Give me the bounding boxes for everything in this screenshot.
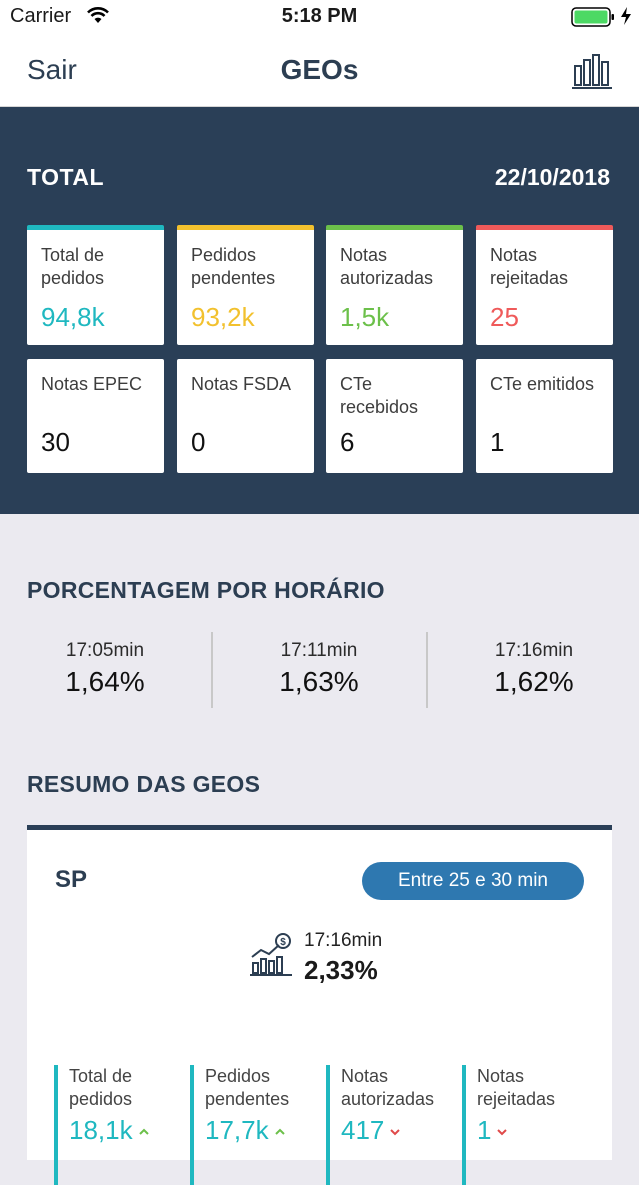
card-label: Total de pedidos — [41, 245, 105, 288]
navigation-bar: Sair GEOs — [0, 34, 639, 107]
card-label: Notas FSDA — [191, 374, 292, 394]
card-total-pedidos[interactable]: Total de pedidos 94,8k — [27, 225, 164, 345]
card-pedidos-pendentes[interactable]: Pedidos pendentes 93,2k — [177, 225, 314, 345]
pct-item: 17:05min 1,64% — [5, 640, 205, 698]
card-value: 94,8k — [41, 302, 105, 332]
card-value: 6 — [340, 427, 355, 457]
carrier-label: Carrier — [10, 5, 72, 27]
pct-time: 17:16min — [494, 640, 574, 661]
battery-icon — [571, 7, 614, 27]
pct-divider — [211, 632, 213, 708]
pct-item: 17:16min 1,62% — [434, 640, 634, 698]
logout-button[interactable]: Sair — [27, 54, 77, 85]
geo-metric-pedidos-pendentes: Pedidos pendentes 17,7k — [190, 1065, 315, 1185]
card-value: 30 — [41, 427, 70, 457]
card-label: Notas EPEC — [41, 374, 143, 394]
metric-value: 18,1k — [69, 1115, 133, 1145]
card-label: Notas autorizadas — [340, 245, 434, 288]
charging-icon — [621, 7, 631, 25]
geo-name: SP — [55, 866, 88, 893]
pct-time: 17:05min — [65, 640, 145, 661]
geo-metric-total-pedidos: Total de pedidos 18,1k — [54, 1065, 179, 1185]
trend-down-icon — [390, 1129, 401, 1136]
geo-metric-notas-rejeitadas: Notas rejeitadas 1 — [462, 1065, 587, 1185]
bar-chart-icon[interactable] — [571, 52, 613, 90]
geo-metric-notas-autorizadas: Notas autorizadas 417 — [326, 1065, 451, 1185]
card-value: 1 — [490, 427, 505, 457]
summary-title: TOTAL — [27, 164, 105, 190]
geo-card-sp[interactable]: SP Entre 25 e 30 min $ 17:16min 2,33% To… — [27, 825, 612, 1185]
pct-value: 1,63% — [279, 666, 359, 697]
geo-time: 17:16min — [304, 930, 383, 951]
svg-text:$: $ — [280, 937, 286, 948]
card-notas-rejeitadas[interactable]: Notas rejeitadas 25 — [476, 225, 613, 345]
card-label: Pedidos pendentes — [191, 245, 276, 288]
card-cte-recebidos[interactable]: CTe recebidos 6 — [326, 359, 463, 473]
card-value: 25 — [490, 302, 519, 332]
card-value: 0 — [191, 427, 206, 457]
card-notas-fsda[interactable]: Notas FSDA 0 — [177, 359, 314, 473]
card-value: 93,2k — [191, 302, 255, 332]
status-time: 5:18 PM — [281, 5, 358, 27]
card-label: CTe emitidos — [490, 374, 595, 394]
pct-value: 1,64% — [65, 666, 145, 697]
geo-percentage: 2,33% — [304, 955, 378, 985]
trend-down-icon — [497, 1129, 508, 1136]
pct-divider — [426, 632, 428, 708]
metric-label: Notas rejeitadas — [477, 1066, 556, 1109]
trend-up-icon — [138, 1128, 149, 1135]
card-notas-epec[interactable]: Notas EPEC 30 — [27, 359, 164, 473]
card-label: Notas rejeitadas — [490, 245, 569, 288]
card-value: 1,5k — [340, 302, 390, 332]
card-notas-autorizadas[interactable]: Notas autorizadas 1,5k — [326, 225, 463, 345]
metric-label: Total de pedidos — [69, 1066, 133, 1109]
pct-item: 17:11min 1,63% — [219, 640, 419, 698]
metric-value: 17,7k — [205, 1115, 269, 1145]
resumo-title: RESUMO DAS GEOS — [27, 771, 261, 797]
porcentagem-title: PORCENTAGEM POR HORÁRIO — [27, 577, 385, 603]
metric-value: 417 — [341, 1115, 385, 1145]
status-bar: Carrier 5:18 PM — [0, 0, 639, 34]
trend-up-icon — [274, 1128, 285, 1135]
card-label: CTe recebidos — [340, 374, 419, 417]
metric-value: 1 — [477, 1115, 492, 1145]
pct-time: 17:11min — [280, 640, 358, 661]
summary-date: 22/10/2018 — [494, 164, 610, 190]
card-cte-emitidos[interactable]: CTe emitidos 1 — [476, 359, 613, 473]
page-title: GEOs — [280, 54, 359, 85]
geo-time-badge: Entre 25 e 30 min — [362, 862, 584, 900]
metric-label: Notas autorizadas — [341, 1066, 435, 1109]
metric-label: Pedidos pendentes — [205, 1066, 290, 1109]
growth-money-icon: $ — [250, 933, 292, 976]
wifi-icon — [87, 7, 109, 23]
pct-value: 1,62% — [494, 666, 574, 697]
summary-panel: TOTAL 22/10/2018 Total de pedidos 94,8k … — [0, 107, 639, 514]
